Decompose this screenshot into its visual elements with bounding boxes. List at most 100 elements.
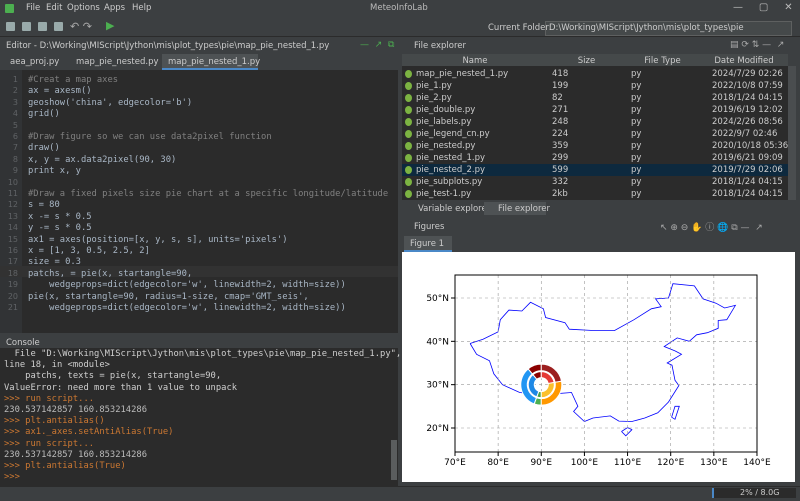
file-name[interactable]: pie_subplots.py <box>416 177 482 187</box>
panel-controls[interactable]: — ↗ ⧉ <box>360 40 394 50</box>
file-type: py <box>631 177 641 187</box>
menu-item[interactable]: Edit <box>46 3 62 13</box>
file-size: 418 <box>552 69 568 79</box>
figure-tab[interactable]: Figure 1 <box>410 239 444 249</box>
line-number: 19 <box>2 280 18 289</box>
explorer-title: File explorer <box>414 41 466 51</box>
x-tick-label: 130°E <box>700 458 728 468</box>
menu-item[interactable]: Help <box>132 3 151 13</box>
x-tick-label: 90°E <box>530 458 552 468</box>
console-line: >>> plt.antialias() <box>4 416 105 426</box>
menu-item[interactable]: File <box>26 3 40 13</box>
menu-item[interactable]: Options <box>67 3 100 13</box>
file-icon <box>405 190 412 198</box>
save-button[interactable] <box>38 22 47 31</box>
file-date: 2018/1/24 04:15 <box>712 177 783 187</box>
file-name[interactable]: pie_test-1.py <box>416 189 471 199</box>
console-line: patchs, texts = pie(x, startangle=90, <box>4 371 221 381</box>
file-icon <box>405 130 412 138</box>
panel-tab-label[interactable]: Variable explorer <box>418 204 490 214</box>
menu-item[interactable]: Apps <box>104 3 125 13</box>
line-number: 12 <box>2 200 18 209</box>
file-type: py <box>631 105 641 115</box>
code-line: y -= s * 0.5 <box>28 223 92 233</box>
y-tick-label: 30°N <box>426 381 449 391</box>
editor-tab[interactable]: map_pie_nested.py <box>76 57 159 67</box>
file-name[interactable]: pie_2.py <box>416 93 452 103</box>
editor-tab[interactable]: aea_proj.py <box>10 57 59 67</box>
current-folder-label: Current Folder: <box>488 23 552 33</box>
file-size: 248 <box>552 117 568 127</box>
code-line: wedgeprops=dict(edgecolor='w', linewidth… <box>28 303 346 313</box>
file-type: py <box>631 81 641 91</box>
line-number: 20 <box>2 292 18 301</box>
console-scrollbar[interactable] <box>391 440 397 480</box>
file-date: 2018/1/24 04:15 <box>712 93 783 103</box>
run-button[interactable]: ▶ <box>106 19 114 32</box>
line-number: 10 <box>2 178 18 187</box>
window-controls[interactable]: — ▢ ✕ <box>733 2 793 13</box>
line-number: 9 <box>2 166 18 175</box>
file-size: 359 <box>552 141 568 151</box>
code-line: print x, y <box>28 166 81 176</box>
console-line: >>> run script... <box>4 439 94 449</box>
console-title: Console <box>6 338 40 348</box>
line-number: 11 <box>2 189 18 198</box>
column-header[interactable]: Name <box>402 56 548 66</box>
file-name[interactable]: map_pie_nested_1.py <box>416 69 508 79</box>
file-icon <box>405 106 412 114</box>
code-line: ax1 = axes(position=[x, y, s, s], units=… <box>28 235 288 245</box>
figure-toolbar[interactable]: ↖ ⊕ ⊖ ✋ ⓘ 🌐 ⧉ — ↗ <box>660 220 763 233</box>
console-header <box>0 336 398 348</box>
file-name[interactable]: pie_nested_2.py <box>416 165 485 175</box>
column-header[interactable]: File Type <box>625 56 700 66</box>
undo-redo-buttons[interactable]: ↶ ↷ <box>70 20 92 33</box>
console-line: File "D:\Working\MIScript\Jython\mis\plo… <box>4 349 401 359</box>
file-name[interactable]: pie_nested.py <box>416 141 475 151</box>
file-type: py <box>631 69 641 79</box>
line-number: 8 <box>2 155 18 164</box>
file-name[interactable]: pie_nested_1.py <box>416 153 485 163</box>
window-title: MeteoInfoLab <box>370 3 428 13</box>
console-line: >>> run script... <box>4 394 94 404</box>
file-icon <box>405 82 412 90</box>
file-date: 2019/6/19 12:02 <box>712 105 783 115</box>
file-name[interactable]: pie_labels.py <box>416 117 471 127</box>
table-scrollbar[interactable] <box>788 66 796 200</box>
editor-tab[interactable]: map_pie_nested_1.py <box>168 57 260 67</box>
figures-title: Figures <box>414 222 444 232</box>
file-size: 2kb <box>552 189 568 199</box>
file-name[interactable]: pie_double.py <box>416 105 475 115</box>
file-type: py <box>631 93 641 103</box>
save-all-button[interactable] <box>54 22 63 31</box>
line-number: 1 <box>2 75 18 84</box>
code-line: grid() <box>28 109 60 119</box>
figure-canvas: 50°N40°N30°N20°N70°E80°E90°E100°E110°E12… <box>402 252 795 482</box>
file-size: 224 <box>552 129 568 139</box>
console-line: 230.537142857 160.853214286 <box>4 450 147 460</box>
file-name[interactable]: pie_legend_cn.py <box>416 129 490 139</box>
status-bar <box>0 486 800 501</box>
explorer-toolbar[interactable]: ▤ ⟳ ⇅ — ↗ <box>730 40 784 50</box>
column-header[interactable]: Size <box>548 56 625 66</box>
column-header[interactable]: Date Modified <box>700 56 788 66</box>
file-name[interactable]: pie_1.py <box>416 81 452 91</box>
line-number: 7 <box>2 143 18 152</box>
file-icon <box>405 70 412 78</box>
open-button[interactable] <box>22 22 31 31</box>
file-icon <box>405 142 412 150</box>
file-size: 332 <box>552 177 568 187</box>
current-folder[interactable]: D:\Working\MIScript\Jython\mis\plot_type… <box>549 23 744 33</box>
figure-background <box>402 252 795 482</box>
new-button[interactable] <box>6 22 15 31</box>
panel-tab-label[interactable]: File explorer <box>498 204 550 214</box>
line-number: 13 <box>2 212 18 221</box>
line-number: 21 <box>2 303 18 312</box>
file-date: 2024/7/29 02:26 <box>712 69 783 79</box>
code-line: size = 0.3 <box>28 257 81 267</box>
code-line: s = 80 <box>28 200 60 210</box>
console-line: 230.537142857 160.853214286 <box>4 405 147 415</box>
memory-fill <box>712 488 714 498</box>
app-icon <box>5 4 14 13</box>
